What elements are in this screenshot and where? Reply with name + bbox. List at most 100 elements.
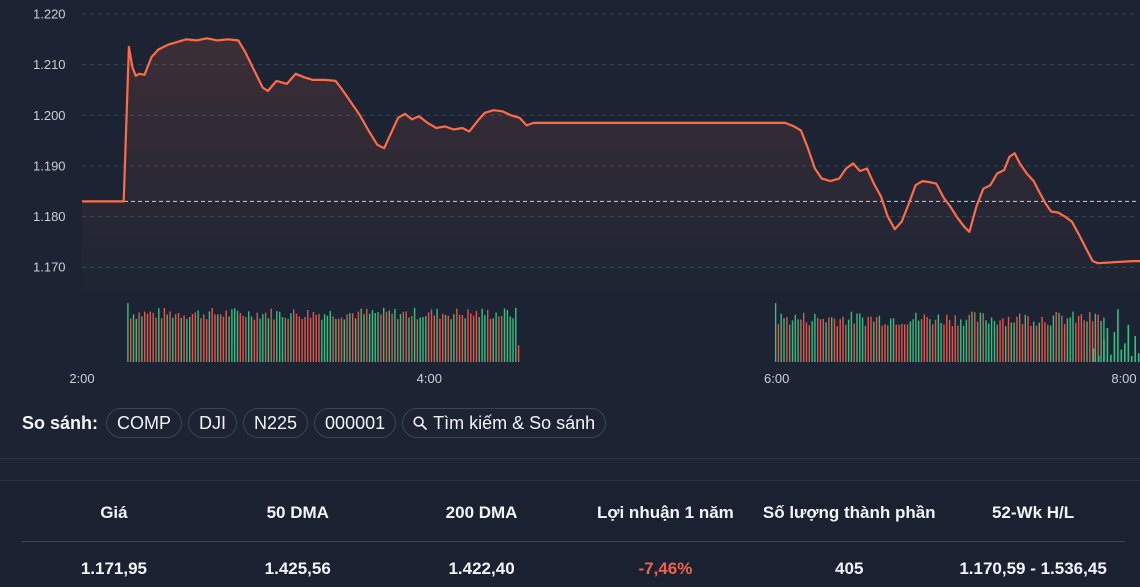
compare-chip-n225[interactable]: N225 [243, 408, 309, 438]
volume-bar [777, 324, 780, 362]
volume-bar [786, 317, 788, 362]
volume-bar [794, 314, 796, 362]
volume-bar [152, 312, 154, 362]
volume-bar [248, 311, 250, 362]
volume-bar [789, 324, 791, 362]
volume-bar [484, 315, 486, 362]
volume-bar [976, 321, 979, 362]
volume-bar [1075, 322, 1077, 362]
volume-bar [867, 316, 869, 362]
volume-bar [208, 311, 211, 362]
volume-bar [1027, 316, 1029, 362]
compare-label: So sánh: [22, 412, 99, 433]
volume-bar [149, 311, 151, 362]
volume-bar [912, 319, 914, 362]
search-icon [413, 416, 428, 430]
volume-bar [360, 308, 362, 362]
price-chart[interactable]: 1.220 1.210 1.200 1.190 1.180 1.170 2:00 4:00 6:… [0, 0, 1140, 395]
volume-bar [371, 310, 374, 362]
volume-bar [160, 318, 163, 362]
volume-bar [1110, 354, 1112, 362]
volume-bar [253, 319, 256, 362]
volume-bar [1097, 314, 1099, 362]
volume-bar [335, 318, 337, 362]
volume-bar [380, 314, 382, 362]
volume-bar [135, 318, 137, 362]
stat-header-price: Giá [100, 503, 128, 522]
stat-header-200dma: 200 DMA [445, 503, 518, 522]
volume-bar [512, 318, 514, 362]
stat-header-1y-return: Lợi nhuận 1 năm [597, 503, 734, 522]
compare-chip-comp[interactable]: COMP [106, 408, 183, 438]
volume-bar [901, 323, 903, 362]
volume-bar [217, 314, 219, 362]
y-tick-label: 1.220 [33, 7, 66, 22]
stat-value-1y-return: -7,46% [638, 559, 693, 578]
volume-bar [363, 314, 365, 362]
volume-bar [357, 311, 360, 362]
volume-bar [222, 316, 225, 362]
volume-bar [385, 311, 388, 362]
volume-bar [402, 311, 404, 362]
volume-bar [962, 325, 965, 362]
volume-bar [411, 315, 413, 362]
volume-bar [1069, 317, 1071, 362]
volume-bar [1063, 324, 1066, 362]
volume-bar [413, 307, 416, 362]
y-tick-label: 1.170 [33, 260, 66, 275]
volume-bar [478, 317, 480, 362]
volume-bar [481, 308, 483, 362]
volume-bar [197, 310, 199, 362]
volume-bar [1021, 324, 1024, 362]
volume-bar [464, 318, 466, 362]
volume-bar [458, 314, 461, 362]
volume-bar [1113, 332, 1116, 362]
volume-bar [453, 314, 455, 362]
volume-bar [366, 308, 368, 362]
volume-bar [405, 311, 407, 362]
stat-header-50dma: 50 DMA [266, 503, 329, 522]
volume-bar [780, 313, 782, 362]
volume-bar [1041, 316, 1043, 362]
volume-bar [309, 317, 312, 362]
volume-bar [946, 314, 948, 362]
compare-chip-dji[interactable]: DJI [188, 408, 238, 438]
compare-chip-000001[interactable]: 000001 [314, 408, 397, 438]
volume-bar [1083, 320, 1085, 362]
volume-bar [940, 323, 942, 362]
stat-value-52wk-hl: 1.170,59 - 1.536,45 [959, 559, 1107, 578]
volume-bar [1127, 324, 1130, 362]
volume-bar [205, 319, 208, 362]
search-compare-label: Tìm kiếm & So sánh [433, 412, 596, 433]
volume-bar [839, 319, 841, 362]
volume-bar [338, 318, 340, 362]
volume-bar [1094, 313, 1097, 362]
volume-bar [920, 319, 923, 362]
volume-bar [951, 326, 954, 362]
stat-value-200dma: 1.422,40 [448, 559, 515, 578]
volume-bar [968, 314, 970, 362]
volume-bar [245, 317, 247, 362]
volume-bar [422, 317, 424, 362]
volume-bar [1106, 327, 1109, 362]
volume-bar [186, 318, 188, 362]
volume-bar [853, 323, 855, 362]
volume-bar [808, 325, 810, 362]
volume-bar [172, 317, 174, 362]
volume-bar [489, 318, 492, 362]
volume-bar [368, 313, 371, 362]
volume-bar [887, 325, 889, 362]
volume-bar [797, 319, 799, 362]
volume-bar [183, 315, 185, 362]
volume-bar [1002, 318, 1004, 362]
volume-bar [937, 314, 939, 362]
search-compare-button[interactable]: Tìm kiếm & So sánh [402, 408, 607, 438]
volume-bar [1033, 321, 1035, 362]
volume-bar [1100, 320, 1102, 362]
volume-bar [509, 316, 511, 362]
volume-bar [954, 315, 956, 362]
volume-bar [926, 316, 928, 362]
intraday-line-chart[interactable]: 1.220 1.210 1.200 1.190 1.180 1.170 2:00 4:00 6:… [0, 0, 1140, 395]
volume-bar [194, 312, 196, 362]
volume-bar [259, 318, 261, 362]
